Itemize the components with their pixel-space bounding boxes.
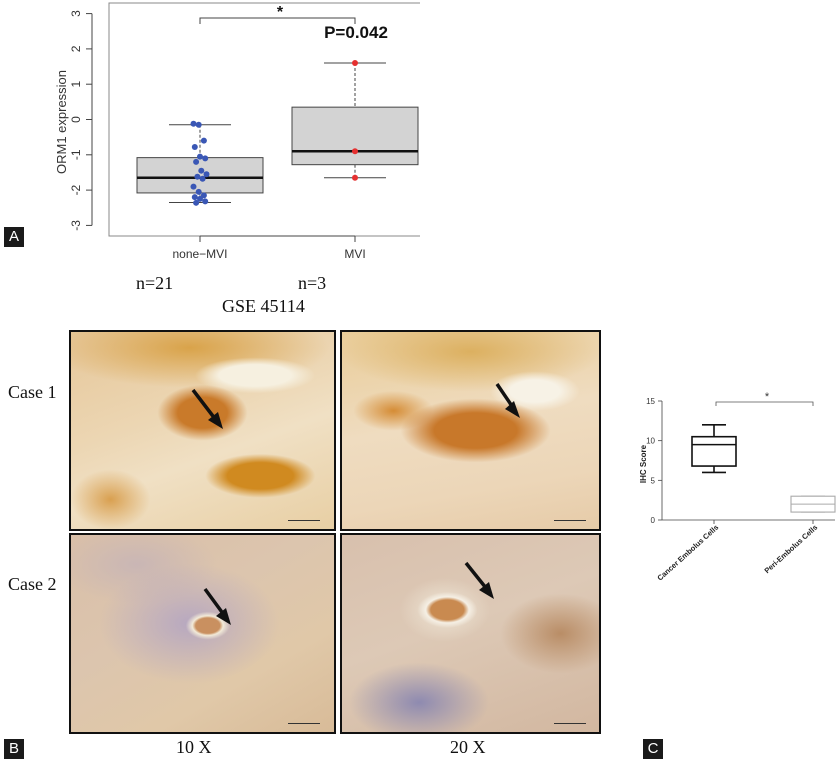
data-point <box>191 144 198 151</box>
micrograph-case2-10x <box>69 533 336 734</box>
data-point <box>190 183 197 190</box>
row-label-case-1: Case 1 <box>8 382 57 402</box>
y-axis-a: -3 -2 -1 0 1 2 3 <box>69 10 93 231</box>
panel-label-a: A <box>4 227 24 247</box>
micrograph-case1-20x <box>340 330 601 531</box>
data-point <box>197 153 203 160</box>
micrograph-case2-20x <box>340 533 601 734</box>
x-tick-label-a: MVI <box>344 247 365 261</box>
data-point <box>193 158 200 165</box>
data-point <box>191 194 198 201</box>
arrow-icon <box>191 388 223 429</box>
x-tick-label-c: Cancer Embolus Cells <box>655 523 720 583</box>
data-point <box>198 167 205 174</box>
box-0 <box>136 120 264 206</box>
scale-bar <box>554 520 586 521</box>
data-point <box>200 137 207 144</box>
box-1 <box>291 60 419 181</box>
y-tick-label-c: 10 <box>646 437 655 446</box>
data-point <box>199 175 206 182</box>
column-label-20x: 20 X <box>450 737 486 757</box>
box-body <box>291 106 419 166</box>
y-tick-label-a: -3 <box>69 220 83 231</box>
data-point <box>190 120 197 127</box>
box-plot-c: 0 5 10 15 IHC Score Cancer Embolus Cells Per… <box>639 391 836 583</box>
scale-bar <box>288 520 320 521</box>
arrow-icon <box>464 561 494 599</box>
column-label-10x: 10 X <box>176 737 212 757</box>
boxes-a <box>136 60 419 206</box>
x-axis-a: none−MVI MVI <box>172 235 366 261</box>
data-point <box>203 171 210 178</box>
box-c-0 <box>691 423 737 474</box>
box-c-1 <box>790 495 836 513</box>
data-point <box>352 60 358 67</box>
sample-size-left: n=21 <box>136 273 174 293</box>
sample-size-right: n=3 <box>298 273 327 293</box>
y-tick-label-a: -1 <box>69 149 83 160</box>
significance-star-c: * <box>765 391 770 403</box>
box-body <box>691 435 737 467</box>
y-tick-label-a: 1 <box>69 81 83 88</box>
y-axis-label-c: IHC Score <box>639 444 648 483</box>
data-point <box>197 195 203 202</box>
micrograph-case1-10x <box>69 330 336 531</box>
data-point <box>352 148 358 155</box>
panel-label-c: C <box>643 739 663 759</box>
box-plot-a: -3 -2 -1 0 1 2 3 ORM1 expression none−MVI MVI *… <box>54 2 420 261</box>
scale-bar <box>288 723 320 724</box>
arrow-icon <box>203 587 231 625</box>
data-point <box>195 121 202 128</box>
y-axis-c: 0 5 10 15 <box>646 397 663 525</box>
y-tick-label-a: -2 <box>69 184 83 195</box>
data-point <box>202 198 209 205</box>
boxes-c <box>691 423 836 513</box>
row-label-case-2: Case 2 <box>8 574 57 594</box>
y-tick-label-a: 2 <box>69 45 83 52</box>
y-tick-label-a: 3 <box>69 10 83 17</box>
y-tick-label-c: 5 <box>651 476 656 485</box>
data-point <box>195 188 202 195</box>
data-point <box>193 199 200 206</box>
significance-bracket-a: * P=0.042 <box>199 4 388 42</box>
x-axis-c: Cancer Embolus Cells Peri-Embolus Cells <box>655 519 835 583</box>
data-point <box>202 155 209 162</box>
p-value-label: P=0.042 <box>324 23 388 42</box>
y-axis-label-a: ORM1 expression <box>54 70 69 174</box>
y-tick-label-c: 15 <box>646 397 655 406</box>
significance-star-a: * <box>277 4 284 21</box>
x-tick-label-a: none−MVI <box>172 247 227 261</box>
panel-label-b: B <box>4 739 24 759</box>
data-point <box>352 174 358 181</box>
arrow-icon <box>495 383 520 418</box>
y-tick-label-c: 0 <box>651 516 656 525</box>
data-point <box>200 192 207 199</box>
dataset-label: GSE 45114 <box>222 296 305 316</box>
x-tick-label-c: Peri-Embolus Cells <box>763 523 820 575</box>
data-point <box>194 173 201 180</box>
y-tick-label-a: 0 <box>69 116 83 123</box>
scale-bar <box>554 723 586 724</box>
significance-bracket-c: * <box>715 391 814 406</box>
